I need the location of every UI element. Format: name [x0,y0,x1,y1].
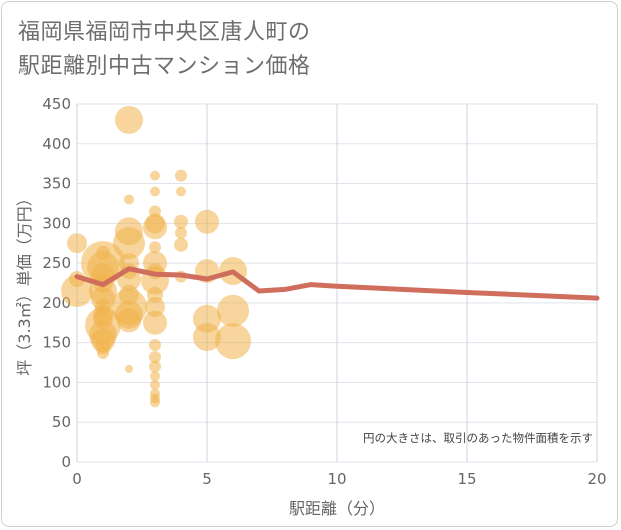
bubble-point [93,308,113,329]
x-tick-label: 0 [72,470,82,488]
y-tick-label: 0 [61,453,71,471]
y-axis-title: 坪（3.3㎡）単価（万円） [15,190,34,375]
bubble-point [115,105,143,134]
x-axis-title: 駅距離（分） [289,499,385,518]
bubble-point [149,339,161,352]
x-tick-label: 15 [457,470,476,488]
bubble-point [176,186,186,197]
bubble-point [113,227,145,260]
bubble-point [175,169,187,182]
bubble-point [150,379,160,390]
x-tick-label: 20 [587,470,606,488]
bubble-point [143,310,167,335]
chart-title-line-1: 福岡県福岡市中央区唐人町の [18,20,311,45]
bubble-point [150,371,160,382]
bubble-point [174,214,188,229]
bubble-point [217,294,249,327]
bubble-point [215,323,251,360]
bubble-point [174,237,188,252]
bubble-point [124,194,134,205]
bubble-point [67,233,87,254]
y-tick-label: 400 [42,135,71,153]
average-line-series [74,266,600,301]
average-price-line [74,266,600,301]
bubble-point [117,308,141,333]
bubble-point [150,170,160,181]
bubble-point [175,226,187,239]
x-axis-ticks: 0 5 10 15 20 [72,470,606,488]
bubble-point [193,323,221,352]
y-tick-label: 350 [42,175,71,193]
bubble-point [149,241,161,254]
bubble-point [149,350,161,363]
y-tick-label: 250 [42,254,71,272]
bubble-point [150,186,160,197]
bubble-point [61,274,93,307]
y-tick-label: 100 [42,373,71,391]
y-tick-label: 450 [42,95,71,113]
bubble-point [195,209,219,234]
bubble-point [125,364,133,373]
y-tick-label: 150 [42,334,71,352]
chart-title-line-2: 駅距離別中古マンション価格 [18,54,311,79]
bubble-point [150,397,160,408]
bubble-point [143,215,167,240]
chart-title: 福岡県福岡市中央区唐人町の 駅距離別中古マンション価格 [18,16,311,84]
bubble-point [145,296,165,317]
bubble-point [149,360,161,373]
y-tick-label: 50 [52,413,71,431]
x-tick-label: 5 [202,470,212,488]
x-tick-label: 10 [327,470,346,488]
y-tick-label: 300 [42,214,71,232]
bubble-point [96,245,110,260]
bubble-point [97,347,109,360]
size-annotation: 円の大きさは、取引のあった物件面積を示す [363,431,593,445]
bubble-series [61,105,251,408]
